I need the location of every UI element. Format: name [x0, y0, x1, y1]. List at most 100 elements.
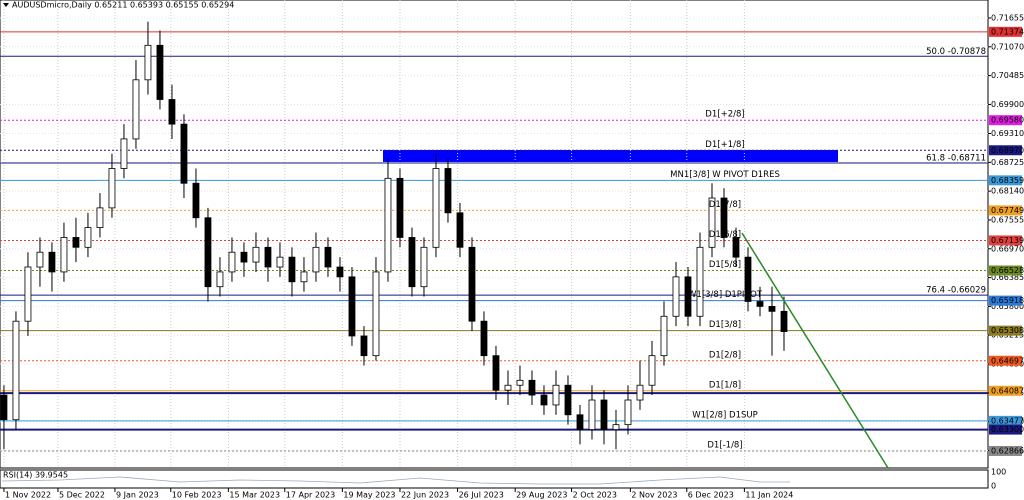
price-tag-label: 0.65918	[991, 296, 1024, 305]
x-tick-label: 19 May 2023	[343, 491, 395, 500]
level-label: W1[3/8] D1PIVOT	[688, 290, 763, 300]
x-tick-label: 2 Nov 2023	[631, 491, 677, 500]
price-tag-label: 0.69580	[991, 116, 1024, 125]
level-label: D1[6/8]	[709, 230, 741, 240]
price-tag	[989, 295, 1022, 306]
price-tag	[989, 26, 1022, 37]
x-tick-label: 11 Jan 2024	[745, 491, 793, 500]
candle-body	[396, 177, 404, 238]
price-tag-label: 0.66528	[991, 266, 1024, 275]
x-tick-label: 26 Jul 2023	[459, 491, 504, 500]
x-tick-label: 15 Mar 2023	[229, 491, 280, 500]
candle-body	[0, 394, 8, 421]
candle-body	[372, 271, 380, 357]
candle-body	[384, 177, 392, 273]
price-tag-label: 0.64087	[991, 386, 1024, 395]
candle-body	[84, 227, 92, 248]
menu-arrow	[3, 3, 9, 7]
candle-body	[216, 271, 224, 288]
y-tick-label: 0.69310	[991, 129, 1024, 138]
price-tag	[989, 424, 1022, 435]
candle-body	[48, 251, 56, 273]
level-label: D1[5/8]	[709, 260, 741, 270]
candle-body	[552, 384, 560, 406]
candle-body	[600, 399, 608, 430]
candle-body	[780, 310, 788, 332]
chart-title: AUDUSDmicro,Daily 0.65211 0.65393 0.6515…	[12, 1, 234, 10]
candle-body	[288, 256, 296, 283]
candle-body	[264, 246, 272, 268]
x-tick-label: 17 Apr 2023	[286, 491, 335, 500]
rsi-tick-label: 100	[991, 468, 1006, 477]
candle-body	[324, 246, 332, 268]
x-tick-label: 2 Oct 2023	[573, 491, 617, 500]
candle-body	[480, 320, 488, 357]
y-tick-label: 0.67555	[991, 215, 1024, 224]
candle-body	[696, 246, 704, 317]
candle-body	[132, 79, 140, 140]
y-tick-label: 0.65800	[991, 302, 1024, 311]
price-tag	[989, 175, 1022, 186]
candle-body	[708, 197, 716, 248]
candle-body	[192, 182, 200, 219]
level-label: D1[7/8]	[709, 200, 741, 210]
candle-body	[336, 266, 344, 278]
candle-body	[612, 424, 620, 430]
candle-body	[456, 212, 464, 248]
candle-body	[96, 207, 104, 228]
candle-body	[300, 271, 308, 283]
x-tick-label: 5 Dec 2022	[59, 491, 105, 500]
price-tag	[989, 235, 1022, 246]
candle-body	[168, 99, 176, 125]
level-label: W1[2/8] D1SUP	[692, 410, 758, 420]
x-tick-label: 10 Feb 2023	[172, 491, 222, 500]
candle-body	[24, 266, 32, 322]
candle-body	[576, 414, 584, 430]
candle-body	[720, 197, 728, 238]
level-label: D1[-1/8]	[707, 440, 742, 450]
price-tag-label: 0.68970	[991, 146, 1024, 155]
rsi-panel	[0, 469, 989, 489]
candle-body	[240, 251, 248, 263]
y-tick-label: 0.68725	[991, 158, 1024, 167]
candle-body	[564, 384, 572, 416]
trend-line	[741, 232, 889, 469]
candles	[0, 21, 788, 450]
price-tag	[989, 355, 1022, 366]
candle-body	[444, 168, 452, 214]
price-tag-label: 0.67749	[991, 206, 1024, 215]
candle-body	[660, 315, 668, 357]
candle-body	[624, 399, 632, 426]
candle-body	[276, 256, 284, 268]
candle-body	[180, 123, 188, 184]
rsi-tick-label: 0	[991, 482, 996, 491]
candle-body	[504, 384, 512, 391]
candle-body	[60, 237, 68, 273]
y-tick-label: 0.66385	[991, 273, 1024, 282]
candle-body	[144, 44, 152, 81]
price-tag	[989, 205, 1022, 216]
candle-body	[468, 246, 476, 322]
candle-body	[516, 379, 524, 386]
candle-body	[420, 246, 428, 288]
y-tick-label: 0.71070	[991, 42, 1024, 51]
rsi-title: RSI(14) 39.9545	[3, 471, 68, 480]
candle-body	[408, 237, 416, 288]
level-label: 50.0 -0.70878	[926, 47, 986, 57]
candle-body	[12, 320, 20, 421]
price-tag-label: 0.64697	[991, 356, 1024, 365]
level-label: D1[2/8]	[709, 350, 741, 360]
candle-body	[312, 246, 320, 273]
level-label: MN1[3/8] W PIVOT D1RES	[670, 170, 780, 180]
y-tick-label: 0.66970	[991, 244, 1024, 253]
price-tag-label: 0.62866	[991, 446, 1024, 455]
level-label: 61.8 -0.68711	[926, 154, 986, 164]
candle-body	[648, 355, 656, 386]
level-label: D1[+1/8]	[705, 140, 744, 150]
y-tick-label: 0.68140	[991, 187, 1024, 196]
candle-body	[540, 394, 548, 406]
candle-body	[756, 301, 764, 307]
price-tag	[989, 385, 1022, 396]
